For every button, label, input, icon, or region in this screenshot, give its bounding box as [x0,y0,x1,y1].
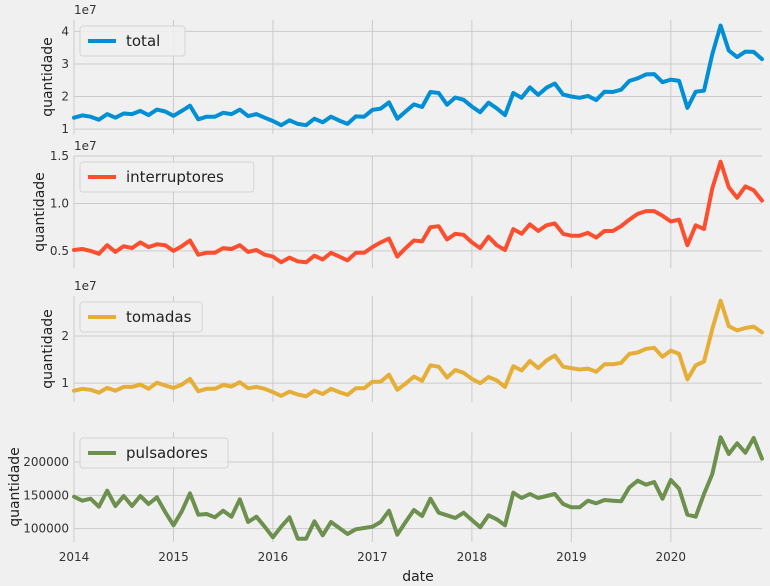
tomadas-scale-offset: 1e7 [74,279,97,293]
x-tick-label-2020: 2020 [656,550,687,564]
interruptores-legend-label: interruptores [126,168,224,186]
x-axis-label: date [402,569,434,585]
total-legend-box [79,25,186,57]
interruptores-y-axis-label: quantidade [32,172,48,252]
interruptores-series-line [72,159,764,265]
pulsadores-y-tick-label: 150000 [23,488,69,502]
pulsadores-legend-box [79,437,229,469]
tomadas-series-line [72,298,764,399]
pulsadores-y-tick-label: 100000 [23,522,69,536]
interruptores-y-tick-label: 1.5 [50,149,69,163]
pulsadores-series-line [72,435,764,541]
interruptores-scale-offset: 1e7 [74,139,97,153]
pulsadores-legend-label: pulsadores [126,444,208,462]
tomadas-y-tick-label: 2 [61,329,69,343]
total-y-tick-label: 1 [61,122,69,136]
tomadas-y-axis-label: quantidade [40,309,56,389]
total-y-tick-label: 4 [61,24,69,38]
pulsadores-y-axis-label: quantidade [7,447,23,527]
pulsadores-y-tick-label: 200000 [23,455,69,469]
total-series-line [72,23,764,128]
x-tick-label-2014: 2014 [59,550,90,564]
total-scale-offset: 1e7 [74,3,97,17]
total-y-axis-label: quantidade [40,37,56,117]
interruptores-legend-box [79,161,255,193]
tomadas-legend-label: tomadas [126,308,192,326]
x-tick-label-2016: 2016 [258,550,289,564]
x-tick-label-2018: 2018 [457,550,488,564]
total-legend-label: total [126,32,160,50]
total-y-tick-label: 2 [61,90,69,104]
tomadas-legend-box [79,301,203,333]
x-tick-label-2015: 2015 [158,550,189,564]
interruptores-y-tick-label: 0.5 [50,244,69,258]
tomadas-y-tick-label: 1 [61,376,69,390]
x-tick-label-2019: 2019 [556,550,587,564]
x-tick-label-2017: 2017 [357,550,388,564]
total-y-tick-label: 3 [61,57,69,71]
interruptores-y-tick-label: 1.0 [50,196,69,210]
